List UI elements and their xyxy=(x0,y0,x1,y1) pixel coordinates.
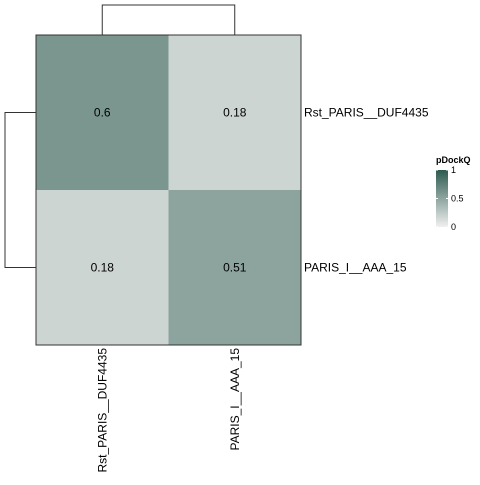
heatmap-cell xyxy=(168,35,301,190)
heatmap-cell xyxy=(36,190,169,345)
cell-value-label: 0.6 xyxy=(94,106,111,120)
legend-title: pDockQ xyxy=(436,155,471,165)
color-legend: pDockQ 00.51 xyxy=(436,155,471,232)
legend-tick-label: 1 xyxy=(451,165,456,175)
row-label: PARIS_I__AAA_15 xyxy=(304,261,407,275)
legend-tick-label: 0 xyxy=(451,222,456,232)
row-labels: Rst_PARIS__DUF4435 PARIS_I__AAA_15 xyxy=(304,106,429,275)
column-dendrogram-branch xyxy=(101,4,236,35)
cell-value-label: 0.51 xyxy=(223,261,247,275)
legend-color-bar xyxy=(436,170,448,227)
cell-value-label: 0.18 xyxy=(223,106,247,120)
legend-tick-label: 0.5 xyxy=(451,194,464,204)
heatmap-border xyxy=(35,34,302,346)
heatmap-cell xyxy=(168,190,301,345)
column-labels: Rst_PARIS__DUF4435 PARIS_I__AAA_15 xyxy=(95,348,242,473)
column-label: PARIS_I__AAA_15 xyxy=(228,348,242,451)
cell-value-label: 0.18 xyxy=(91,261,115,275)
column-label: Rst_PARIS__DUF4435 xyxy=(95,348,109,473)
heatmap-cell xyxy=(36,35,169,190)
row-dendrogram xyxy=(4,112,36,268)
heatmap-cells: 0.6 0.18 0.18 0.51 xyxy=(36,35,301,345)
legend-ticks: 00.51 xyxy=(436,165,464,232)
column-dendrogram xyxy=(101,4,236,35)
row-dendrogram-branch xyxy=(4,112,36,268)
row-label: Rst_PARIS__DUF4435 xyxy=(304,106,429,120)
